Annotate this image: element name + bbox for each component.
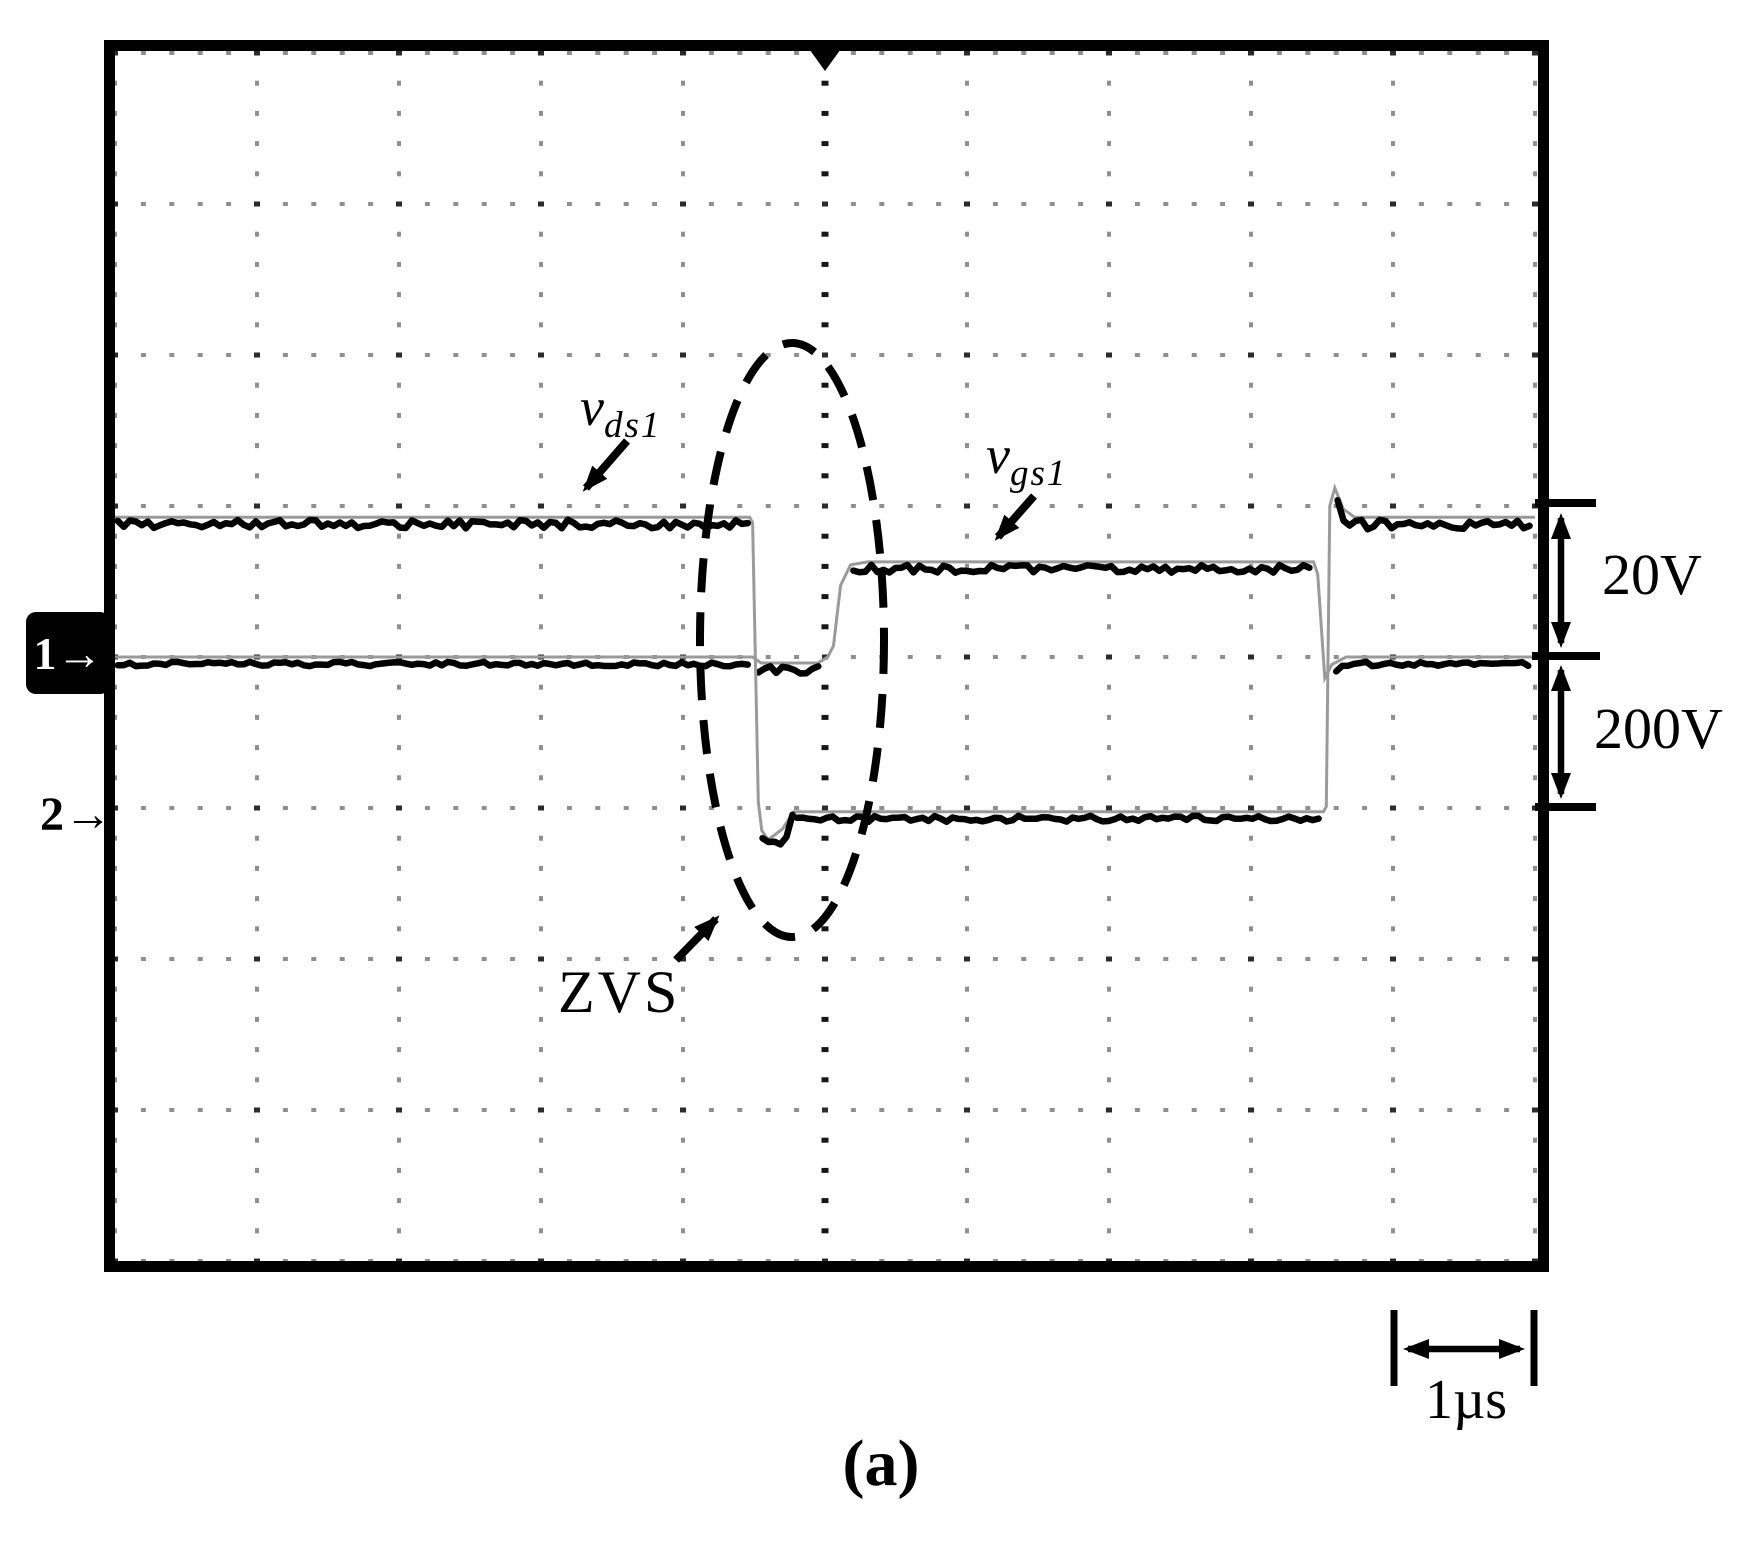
trace-v_gs1 [114, 561, 1532, 677]
vds1-pointer-arrow [582, 438, 631, 492]
zvs-pointer-arrow [673, 915, 720, 963]
trigger-position-icon [807, 46, 843, 71]
channel-1-marker-label: 1→ [33, 627, 103, 679]
channel-1-marker: 1→ [26, 612, 110, 694]
zvs-highlight-ellipse [696, 339, 888, 941]
vgs1-label: vgs1 [986, 425, 1068, 494]
timebase-annotation [1390, 1310, 1538, 1386]
trace-v_gs1-clean [115, 560, 1535, 684]
zvs-label: ZVS [558, 959, 681, 1025]
scale-200v-label: 200V [1594, 696, 1723, 761]
trace-v_ds1 [114, 497, 1533, 848]
vgs1-pointer-arrow [994, 493, 1038, 541]
voltage-scale-annotation [1532, 499, 1600, 811]
waveform-traces [114, 483, 1535, 848]
timebase-label: 1µs [1424, 1369, 1508, 1431]
channel-2-marker: 2→ [40, 784, 112, 844]
channel-2-marker-label: 2→ [40, 787, 112, 841]
vds1-label: vds1 [580, 377, 662, 446]
scale-20v-label: 20V [1602, 542, 1702, 607]
figure-caption: (a) [842, 1427, 920, 1500]
